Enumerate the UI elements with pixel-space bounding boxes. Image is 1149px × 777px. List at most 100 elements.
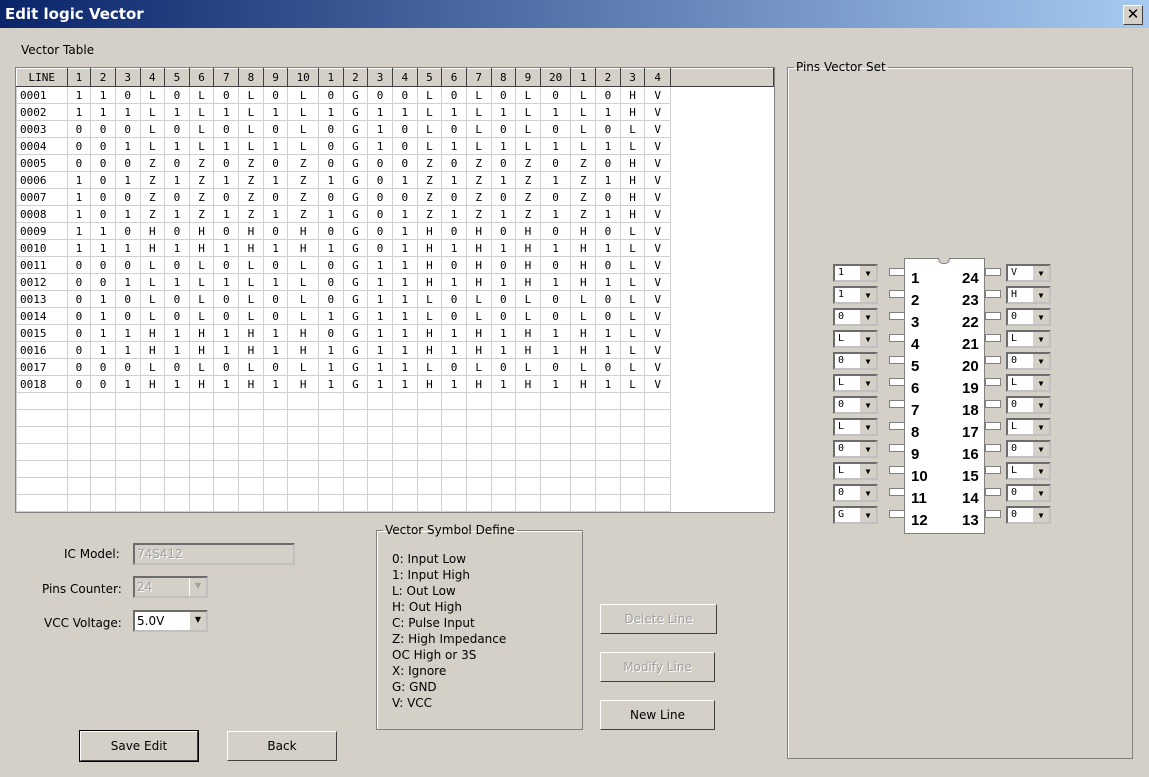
vector-cell[interactable]: 1 bbox=[539, 239, 572, 257]
vector-cell[interactable]: 1 bbox=[318, 341, 344, 359]
vector-cell[interactable]: V bbox=[644, 341, 671, 359]
vector-cell[interactable]: V bbox=[644, 290, 671, 308]
vector-cell[interactable]: Z bbox=[139, 205, 166, 223]
line-number[interactable]: 0002 bbox=[16, 103, 68, 121]
vector-cell[interactable]: 0 bbox=[490, 256, 517, 274]
vector-cell[interactable]: L bbox=[238, 358, 264, 376]
vector-cell[interactable]: 1 bbox=[391, 307, 418, 325]
vector-cell[interactable]: 1 bbox=[490, 103, 517, 121]
line-number[interactable]: 0007 bbox=[16, 188, 68, 206]
vector-cell[interactable]: 1 bbox=[391, 103, 418, 121]
vector-cell[interactable]: H bbox=[139, 341, 166, 359]
empty-cell[interactable] bbox=[391, 477, 418, 495]
line-number[interactable]: 0011 bbox=[16, 256, 68, 274]
pin-10-select[interactable]: L ▼ bbox=[833, 462, 878, 480]
vector-cell[interactable]: 0 bbox=[595, 120, 621, 138]
vector-cell[interactable]: 1 bbox=[391, 273, 418, 291]
empty-cell[interactable] bbox=[114, 494, 141, 512]
vector-cell[interactable]: 1 bbox=[164, 273, 190, 291]
vector-cell[interactable]: 1 bbox=[90, 290, 116, 308]
empty-cell[interactable] bbox=[465, 392, 492, 410]
empty-cell[interactable] bbox=[595, 426, 621, 444]
pin-9-select[interactable]: 0 ▼ bbox=[833, 440, 878, 458]
empty-cell[interactable] bbox=[318, 477, 344, 495]
vector-cell[interactable]: Z bbox=[515, 205, 541, 223]
pin-7-select[interactable]: 0 ▼ bbox=[833, 396, 878, 414]
vector-cell[interactable]: 0 bbox=[114, 188, 141, 206]
empty-cell[interactable] bbox=[539, 426, 572, 444]
empty-cell[interactable] bbox=[213, 392, 240, 410]
vector-cell[interactable]: 0 bbox=[595, 222, 621, 240]
vector-cell[interactable]: 1 bbox=[595, 239, 621, 257]
vector-cell[interactable]: 1 bbox=[490, 171, 517, 189]
vector-cell[interactable]: 0 bbox=[90, 120, 116, 138]
empty-cell[interactable] bbox=[570, 443, 597, 461]
vector-cell[interactable]: L bbox=[416, 103, 443, 121]
vector-cell[interactable]: 0 bbox=[114, 256, 141, 274]
vector-cell[interactable]: Z bbox=[287, 171, 320, 189]
vector-cell[interactable]: 1 bbox=[441, 205, 467, 223]
vector-cell[interactable]: 0 bbox=[318, 222, 344, 240]
vector-cell[interactable]: G bbox=[342, 358, 369, 376]
column-header[interactable]: 10 bbox=[287, 68, 320, 87]
empty-cell[interactable] bbox=[367, 443, 393, 461]
empty-cell[interactable] bbox=[539, 409, 572, 427]
vector-cell[interactable]: 0 bbox=[367, 188, 393, 206]
column-header[interactable]: 3 bbox=[619, 68, 646, 87]
vector-cell[interactable]: V bbox=[644, 256, 671, 274]
vector-cell[interactable]: 0 bbox=[367, 222, 393, 240]
vector-cell[interactable]: V bbox=[644, 103, 671, 121]
empty-cell[interactable] bbox=[515, 460, 541, 478]
vector-cell[interactable]: 1 bbox=[539, 341, 572, 359]
pin-13-select[interactable]: 0 ▼ bbox=[1006, 506, 1051, 524]
vector-cell[interactable]: 1 bbox=[539, 273, 572, 291]
empty-cell[interactable] bbox=[16, 460, 68, 478]
vector-cell[interactable]: L bbox=[188, 86, 215, 104]
vector-cell[interactable]: H bbox=[570, 324, 597, 342]
vector-cell[interactable]: 1 bbox=[490, 205, 517, 223]
vector-cell[interactable]: Z bbox=[465, 188, 492, 206]
vector-cell[interactable]: L bbox=[238, 290, 264, 308]
column-header[interactable]: 2 bbox=[342, 68, 369, 87]
vector-cell[interactable]: 1 bbox=[213, 324, 240, 342]
vector-cell[interactable]: 0 bbox=[262, 86, 289, 104]
table-row[interactable]: 0014 0 1 0 L 0 L 0 L 0 L 1 G 1 1 L 0 L 0 L 0 L 0 L V bbox=[16, 307, 774, 325]
empty-cell[interactable] bbox=[164, 409, 190, 427]
vector-cell[interactable]: 0 bbox=[318, 290, 344, 308]
table-row[interactable]: 0010 1 1 1 H 1 H 1 H 1 H 1 G 0 1 H 1 H 1 H 1 H 1 L V bbox=[16, 239, 774, 257]
line-number[interactable]: 0004 bbox=[16, 137, 68, 155]
vector-cell[interactable]: 1 bbox=[391, 256, 418, 274]
vector-cell[interactable]: 0 bbox=[441, 188, 467, 206]
vector-cell[interactable]: L bbox=[287, 273, 320, 291]
empty-cell[interactable] bbox=[342, 477, 369, 495]
vector-cell[interactable]: 1 bbox=[66, 188, 92, 206]
empty-cell[interactable] bbox=[262, 426, 289, 444]
table-row[interactable]: 0011 0 0 0 L 0 L 0 L 0 L 0 G 1 1 H 0 H 0 H 0 H 0 L V bbox=[16, 256, 774, 274]
vector-cell[interactable]: 1 bbox=[539, 103, 572, 121]
empty-cell[interactable] bbox=[139, 460, 166, 478]
table-row[interactable] bbox=[16, 409, 774, 427]
vector-cell[interactable]: 1 bbox=[441, 239, 467, 257]
vector-cell[interactable]: 0 bbox=[90, 154, 116, 172]
vector-cell[interactable]: 1 bbox=[262, 341, 289, 359]
vector-cell[interactable]: L bbox=[465, 290, 492, 308]
empty-cell[interactable] bbox=[213, 494, 240, 512]
vector-cell[interactable]: Z bbox=[188, 154, 215, 172]
vector-cell[interactable]: H bbox=[515, 375, 541, 393]
vector-cell[interactable]: Z bbox=[570, 171, 597, 189]
vector-cell[interactable]: V bbox=[644, 137, 671, 155]
empty-cell[interactable] bbox=[441, 494, 467, 512]
vector-cell[interactable]: H bbox=[515, 239, 541, 257]
column-header[interactable]: 9 bbox=[262, 68, 289, 87]
vector-cell[interactable]: L bbox=[515, 358, 541, 376]
vector-cell[interactable]: 1 bbox=[262, 324, 289, 342]
vector-cell[interactable]: 0 bbox=[367, 205, 393, 223]
empty-cell[interactable] bbox=[66, 477, 92, 495]
vector-cell[interactable]: L bbox=[619, 290, 646, 308]
vector-cell[interactable]: H bbox=[515, 273, 541, 291]
empty-cell[interactable] bbox=[188, 460, 215, 478]
vector-cell[interactable]: 1 bbox=[441, 273, 467, 291]
vector-cell[interactable]: H bbox=[570, 341, 597, 359]
empty-cell[interactable] bbox=[515, 477, 541, 495]
vector-cell[interactable]: 1 bbox=[164, 341, 190, 359]
